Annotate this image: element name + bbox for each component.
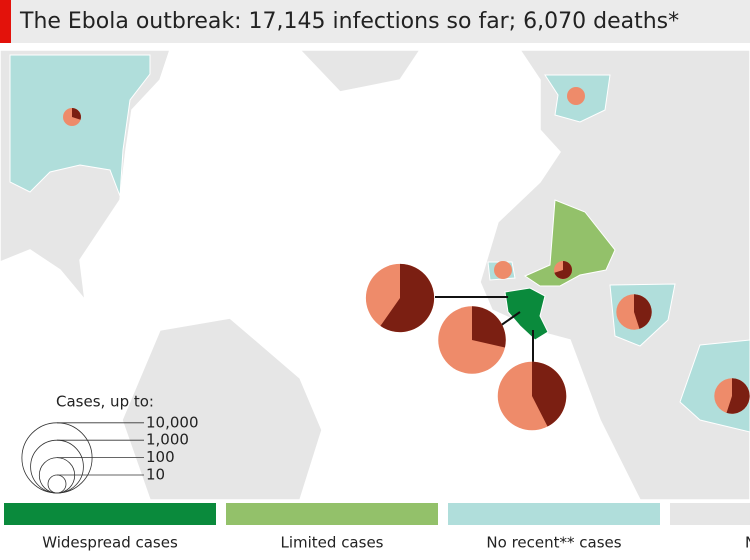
size-label: 10 [146,466,165,484]
map [0,44,750,501]
pie-cases [494,261,512,279]
title-accent [0,0,11,43]
size-label: 1,000 [146,431,189,449]
pie-deaths [554,261,572,279]
pie-cases [567,87,585,105]
legend-swatch [226,503,438,525]
legend-label: Widespread cases [42,534,178,552]
south-america [121,317,323,501]
pie-deaths [532,361,567,427]
mali [523,199,616,287]
title: The Ebola outbreak: 17,145 infections so… [19,9,679,34]
usa [9,54,151,197]
legend-swatch [448,503,660,525]
legend: Widespread cases Limited cases No recent**… [4,503,750,552]
pie-deaths [634,294,652,329]
size-legend-title: Cases, up to: [56,393,154,411]
size-label: 10,000 [146,413,199,431]
legend-swatch [670,503,750,525]
legend-swatch [4,503,216,525]
pie-deaths [72,108,81,120]
europe-africa [479,49,750,501]
legend-label: No recent** cases [486,534,621,552]
pies [63,87,750,431]
title-band [0,0,750,43]
pie-deaths [726,378,750,414]
greenland [298,49,422,93]
pie-deaths [472,306,506,348]
pie-deaths [380,263,435,333]
size-label: 100 [146,448,175,466]
legend-label: N [745,534,750,552]
connector [499,311,521,327]
legend-label: Limited cases [280,534,383,552]
